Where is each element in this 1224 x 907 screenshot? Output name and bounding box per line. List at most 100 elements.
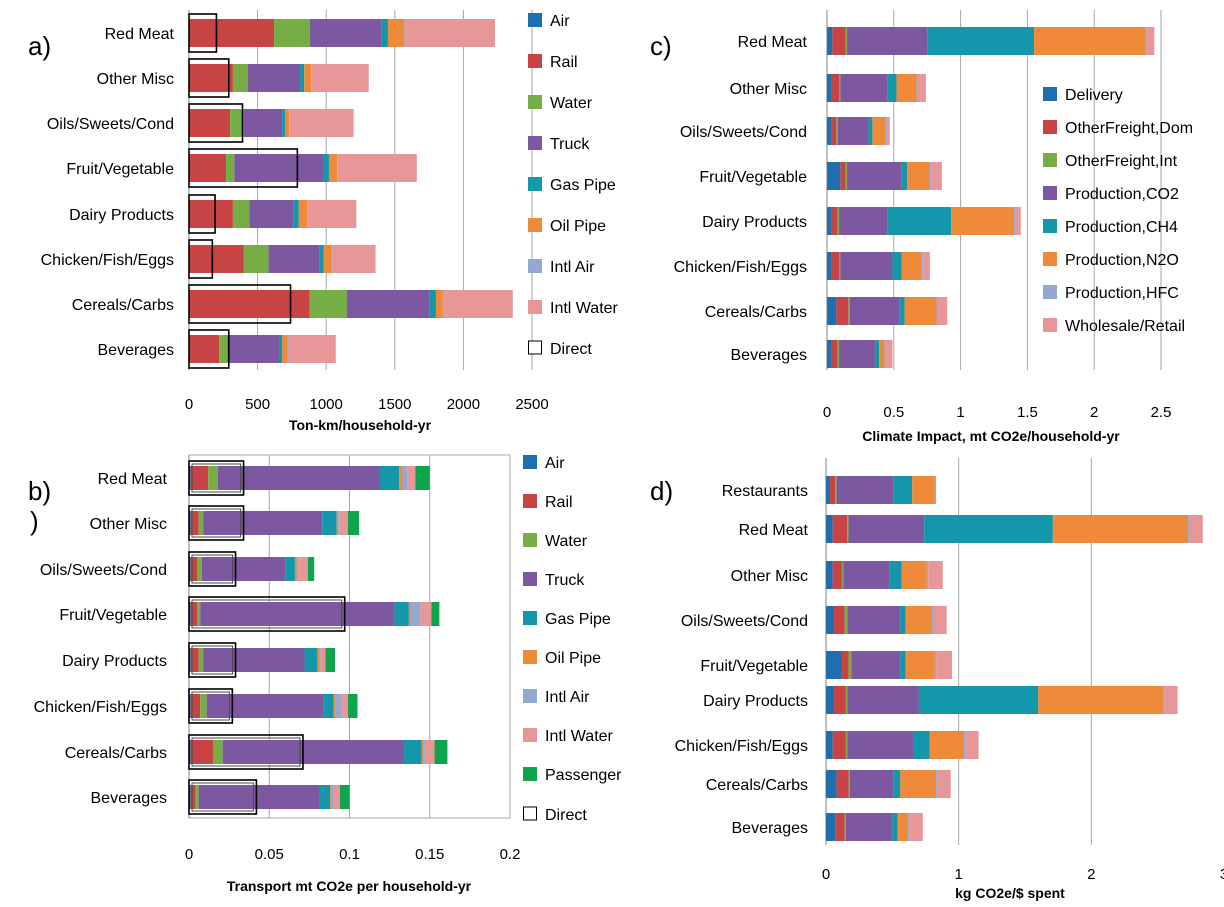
bar-segment-intl-water bbox=[420, 602, 432, 626]
bar-segment-intl-air bbox=[442, 290, 444, 318]
bar-segment-air bbox=[189, 466, 191, 490]
bar-segment-production-n2o bbox=[905, 606, 933, 634]
bar-segment-oil-pipe bbox=[294, 557, 297, 581]
bar-segment-water bbox=[208, 466, 218, 490]
bar-segment-wholesale-retail bbox=[937, 770, 951, 798]
bar-segment-truck bbox=[234, 154, 324, 182]
bar-segment-production-hfc bbox=[934, 476, 937, 504]
direct-outline bbox=[188, 734, 304, 770]
bar-segment-otherfreight-dom bbox=[835, 813, 845, 841]
bar-segment-rail bbox=[189, 290, 310, 318]
bar-segment-production-n2o bbox=[901, 561, 927, 589]
bar-segment-production-ch4 bbox=[868, 117, 873, 145]
legend-label: Oil Pipe bbox=[550, 218, 606, 235]
bar-segment-delivery bbox=[827, 74, 832, 102]
legend-swatch bbox=[528, 300, 542, 314]
bar-segment-otherfreight-int bbox=[839, 74, 841, 102]
bar-segment-intl-water bbox=[288, 335, 336, 363]
bar-segment-truck bbox=[309, 19, 382, 47]
category-label: Chicken/Fish/Eggs bbox=[41, 252, 174, 269]
bar-segment-production-co2 bbox=[847, 686, 919, 714]
legend-label: Air bbox=[545, 455, 565, 472]
category-label: Dairy Products bbox=[703, 693, 808, 710]
direct-outline bbox=[188, 13, 218, 53]
bar-segment-delivery bbox=[827, 297, 837, 325]
x-tick-label: 2500 bbox=[515, 396, 548, 413]
bar-segment-production-n2o bbox=[900, 770, 937, 798]
bar-segment-oil-pipe bbox=[336, 511, 339, 535]
legend-swatch bbox=[1043, 120, 1057, 134]
bar-segment-otherfreight-dom bbox=[833, 686, 846, 714]
chart-panel-2: Red Meat Other Misc Oils/Sweets/Cond Fruit/… bbox=[650, 10, 1193, 444]
bar-segment-wholesale-retail bbox=[933, 606, 947, 634]
bar-segment-delivery bbox=[826, 731, 833, 759]
x-tick-label: 0.05 bbox=[255, 846, 284, 863]
bar-segment-wholesale-retail bbox=[923, 252, 930, 280]
bar-segment-rail bbox=[189, 154, 227, 182]
bar-segment-water bbox=[243, 245, 269, 273]
category-label: Beverages bbox=[732, 820, 809, 837]
bar-segment-production-hfc bbox=[1188, 515, 1190, 543]
bar-segment-delivery bbox=[826, 606, 834, 634]
x-tick-label: 500 bbox=[245, 396, 270, 413]
panel-label-line: d) bbox=[650, 476, 673, 506]
legend-label: Passenger bbox=[545, 767, 622, 784]
category-label: Fruit/Vegetable bbox=[66, 161, 174, 178]
category-label: Cereals/Carbs bbox=[72, 297, 174, 314]
bar-segment-oil-pipe bbox=[328, 154, 338, 182]
direct-outline-inner bbox=[191, 645, 234, 675]
bar-segment-gas-pipe bbox=[394, 602, 409, 626]
category-label: Red Meat bbox=[98, 471, 168, 488]
bar-segment-otherfreight-dom bbox=[832, 731, 846, 759]
bar-segment-otherfreight-dom bbox=[831, 207, 838, 235]
bar-segment-truck bbox=[217, 466, 380, 490]
legend-swatch bbox=[528, 54, 542, 68]
legend-label: Delivery bbox=[1065, 87, 1123, 104]
legend-label: Gas Pipe bbox=[545, 611, 611, 628]
bar-segment-otherfreight-dom bbox=[831, 74, 840, 102]
bar-segment-delivery bbox=[826, 561, 833, 589]
legend-label: Air bbox=[550, 13, 570, 30]
bar-segment-water bbox=[232, 64, 248, 92]
legend-label: Intl Water bbox=[545, 728, 614, 745]
panel-label: a) bbox=[28, 31, 51, 61]
legend-swatch bbox=[528, 259, 542, 273]
bar-segment-gas-pipe bbox=[293, 200, 299, 228]
legend-swatch bbox=[523, 572, 537, 586]
bar-segment-wholesale-retail bbox=[965, 731, 979, 759]
direct-outline bbox=[188, 329, 230, 369]
bar-segment-delivery bbox=[826, 515, 833, 543]
bar-segment-otherfreight-int bbox=[845, 162, 848, 190]
direct-outline-inner bbox=[191, 463, 242, 493]
bar-segment-production-hfc bbox=[1144, 27, 1147, 55]
legend-swatch bbox=[523, 767, 537, 781]
bar-segment-production-n2o bbox=[1052, 515, 1189, 543]
bar-segment-production-n2o bbox=[904, 297, 937, 325]
x-tick-label: 0.5 bbox=[883, 404, 904, 421]
bar-segment-intl-water bbox=[424, 740, 435, 764]
category-label: Oils/Sweets/Cond bbox=[47, 116, 174, 133]
bar-segment-intl-water bbox=[307, 200, 357, 228]
direct-outline bbox=[188, 148, 299, 188]
category-label: Cereals/Carbs bbox=[706, 777, 808, 794]
legend-label: Water bbox=[550, 95, 593, 112]
legend-label: OtherFreight,Dom bbox=[1065, 120, 1193, 137]
bar-segment-water bbox=[309, 290, 347, 318]
bar-segment-wholesale-retail bbox=[928, 561, 943, 589]
bar-segment-gas-pipe bbox=[304, 648, 318, 672]
bar-segment-production-co2 bbox=[849, 297, 900, 325]
direct-outline-inner bbox=[191, 554, 234, 584]
legend-swatch bbox=[523, 455, 537, 469]
bar-segment-passenger bbox=[431, 602, 440, 626]
category-label: Chicken/Fish/Eggs bbox=[34, 699, 167, 716]
bar-segment-truck bbox=[206, 694, 324, 718]
bar-segment-otherfreight-int bbox=[837, 207, 840, 235]
bar-segment-otherfreight-dom bbox=[832, 27, 846, 55]
legend-swatch bbox=[528, 218, 542, 232]
legend-swatch bbox=[523, 650, 537, 664]
bar-segment-intl-water bbox=[405, 19, 495, 47]
legend-label: Production,HFC bbox=[1065, 285, 1179, 302]
bar-segment-water bbox=[213, 740, 223, 764]
chart-panel-3: Restaurants Red Meat Other Misc Oils/Sweets… bbox=[650, 458, 1224, 901]
bar-segment-production-hfc bbox=[929, 162, 932, 190]
